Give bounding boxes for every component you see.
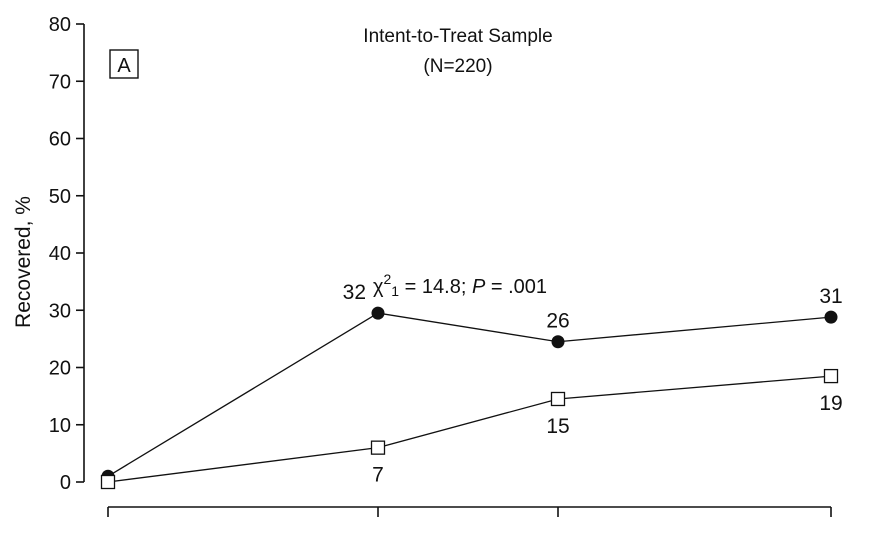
y-tick-label: 70 [49, 71, 71, 93]
series-filled-circle: 32 26 31 [101, 281, 843, 483]
y-tick-label: 60 [49, 129, 71, 151]
chart-title: Intent-to-Treat Sample [363, 26, 552, 47]
series-line [107, 375, 832, 483]
panel-label-box: A [109, 49, 139, 79]
data-point [551, 335, 565, 349]
p-value: = .001 [485, 276, 547, 298]
y-tick-label: 40 [49, 243, 71, 265]
data-point [370, 440, 386, 455]
data-point [824, 310, 838, 324]
y-tick-label: 20 [49, 358, 71, 380]
data-point [100, 474, 116, 490]
y-tick-label: 80 [49, 14, 71, 36]
chi-symbol: χ [373, 276, 384, 298]
data-label: 19 [819, 392, 842, 415]
data-point [823, 368, 839, 384]
data-point [550, 391, 566, 407]
p-symbol: P [472, 276, 486, 298]
data-label: 26 [546, 310, 569, 333]
chi-square-annotation: χ21 = 14.8; P = .001 [373, 271, 547, 299]
y-tick-label: 30 [49, 300, 71, 322]
panel-label: A [117, 55, 131, 77]
chart-subtitle: (N=220) [423, 56, 492, 77]
y-tick-label: 0 [60, 472, 71, 494]
x-axis [107, 506, 832, 517]
y-tick-label: 10 [49, 415, 71, 437]
chi-subscript: 1 [391, 283, 399, 299]
series-open-square: 7 15 19 [100, 368, 843, 490]
data-label: 15 [546, 415, 569, 438]
y-axis-label: Recovered, % [12, 196, 35, 328]
chi-stat: = 14.8; [399, 276, 472, 298]
data-label: 32 [343, 281, 366, 304]
series-layer: 32 26 31 7 15 19 [100, 281, 843, 490]
y-tick-label: 50 [49, 186, 71, 208]
series-line [107, 312, 832, 477]
chi-superscript: 2 [384, 271, 392, 287]
y-axis: 0 10 20 30 40 50 60 70 80 [49, 14, 85, 494]
data-label: 7 [372, 464, 384, 487]
data-label: 31 [819, 285, 842, 308]
data-point [371, 306, 385, 320]
